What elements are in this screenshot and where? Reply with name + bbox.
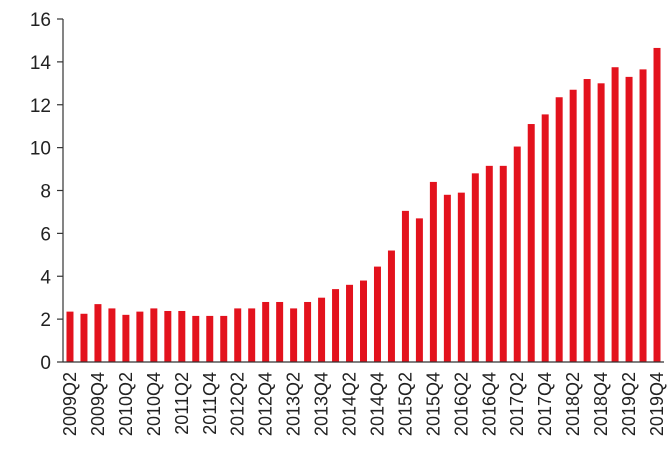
bar-2011Q1 [164, 310, 172, 362]
bar-2017Q3 [527, 124, 535, 362]
x-tick-label: 2014Q2 [340, 372, 360, 436]
y-tick-label: 4 [40, 267, 51, 288]
bar-2011Q2 [178, 310, 186, 362]
bar-2019Q1 [611, 67, 619, 362]
bar-2018Q3 [583, 79, 591, 362]
bar-2011Q3 [192, 315, 200, 362]
bar-2011Q4 [206, 315, 214, 362]
bar-2015Q4 [429, 181, 437, 362]
y-tick-label: 12 [30, 96, 51, 117]
bar-2009Q4 [94, 304, 102, 362]
x-tick-label: 2009Q4 [88, 372, 108, 436]
bar-2018Q1 [555, 97, 563, 362]
x-tick-label: 2017Q4 [535, 372, 555, 436]
bar-2016Q1 [443, 194, 451, 362]
x-tick-label: 2015Q2 [395, 372, 415, 436]
bar-2010Q4 [150, 308, 158, 362]
x-tick-label: 2009Q2 [60, 372, 80, 436]
x-axis: 2009Q2 2009Q4 2010Q2 2010Q4 2011Q2 2011Q4 2012… [60, 361, 667, 436]
y-tick-label: 8 [40, 182, 51, 203]
bar-2018Q2 [569, 89, 577, 363]
bar-2017Q2 [513, 146, 521, 362]
x-tick-label: 2011Q2 [172, 372, 192, 435]
bar-2013Q1 [276, 301, 284, 362]
x-tick-label: 2013Q4 [312, 372, 332, 436]
x-tick-label: 2016Q4 [479, 372, 499, 436]
y-tick-label: 6 [40, 224, 51, 245]
bar-2014Q4 [373, 266, 381, 362]
bar-2016Q3 [471, 173, 479, 362]
bar-2016Q2 [457, 192, 465, 362]
x-tick-label: 2015Q4 [423, 372, 443, 436]
bar-2009Q3 [80, 313, 88, 362]
bar-2009Q2 [66, 311, 74, 362]
x-tick-label: 2019Q2 [619, 372, 639, 436]
bar-2019Q3 [639, 69, 647, 362]
y-axis: 0 2 4 6 8 10 12 14 16 [30, 10, 64, 374]
x-tick-label: 2018Q4 [591, 372, 611, 436]
bar-2012Q4 [262, 301, 270, 362]
y-tick-label: 16 [30, 10, 51, 31]
x-tick-label: 2012Q2 [228, 372, 248, 436]
x-tick-label: 2011Q4 [200, 372, 220, 435]
y-tick-label: 10 [30, 139, 51, 160]
bar-2012Q2 [234, 308, 242, 362]
y-tick-label: 2 [40, 310, 51, 331]
x-tick-label: 2010Q4 [144, 372, 164, 436]
bar-2010Q1 [108, 308, 116, 362]
x-tick-label: 2019Q4 [647, 372, 667, 436]
bar-2014Q1 [332, 289, 340, 362]
bar-2014Q3 [360, 280, 367, 362]
x-tick-label: 2017Q2 [507, 372, 527, 436]
bar-2013Q4 [318, 297, 326, 362]
x-tick-label: 2018Q2 [563, 372, 583, 436]
bar-2017Q4 [541, 114, 549, 363]
x-tick-label: 2013Q2 [284, 372, 304, 436]
bar-2010Q2 [122, 314, 130, 362]
bar-2016Q4 [485, 165, 493, 362]
bar-2015Q1 [387, 250, 395, 362]
x-tick-label: 2012Q4 [256, 372, 276, 436]
bar-2012Q3 [248, 308, 256, 362]
bar-2018Q4 [597, 83, 605, 362]
bar-2017Q1 [499, 165, 507, 362]
bars-group [66, 47, 661, 363]
x-tick-label: 2016Q2 [451, 372, 471, 436]
bar-2019Q4 [653, 47, 661, 362]
y-tick-label: 14 [30, 53, 52, 74]
bar-2019Q2 [625, 76, 633, 362]
x-tick-label: 2010Q2 [116, 372, 136, 436]
x-tick-label: 2014Q4 [367, 372, 387, 436]
bar-2010Q3 [136, 311, 144, 362]
bar-2014Q2 [346, 284, 354, 362]
bar-2013Q2 [290, 308, 298, 362]
y-tick-label: 0 [40, 353, 51, 374]
bar-2015Q2 [401, 210, 409, 362]
bar-2013Q3 [304, 301, 312, 362]
bar-2012Q1 [220, 315, 228, 362]
bar-2015Q3 [415, 218, 423, 362]
